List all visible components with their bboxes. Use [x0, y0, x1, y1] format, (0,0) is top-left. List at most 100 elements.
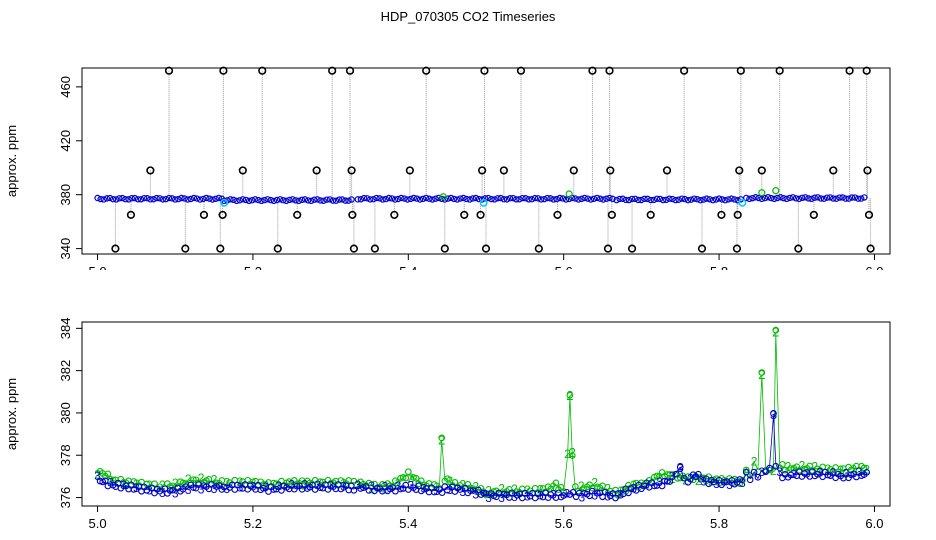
- outlier-point: [732, 244, 742, 253]
- baseline-point: [419, 195, 427, 203]
- baseline-point: [786, 194, 793, 202]
- outlier-point: [516, 66, 526, 75]
- baseline-point: [631, 195, 639, 203]
- outlier-point: [422, 66, 431, 75]
- baseline-point: [206, 195, 213, 202]
- baseline-point: [613, 196, 620, 204]
- outlier-point: [345, 66, 355, 75]
- series-blue-point: [438, 489, 446, 496]
- baseline-point: [385, 194, 393, 202]
- baseline-point: [323, 196, 330, 203]
- baseline-point: [292, 197, 299, 204]
- baseline-point: [357, 196, 365, 203]
- baseline-point: [780, 194, 787, 202]
- baseline-point: [360, 194, 368, 202]
- baseline-point: [264, 196, 271, 203]
- outlier-point: [164, 66, 174, 75]
- baseline-point: [165, 194, 173, 202]
- baseline-point: [432, 195, 439, 202]
- baseline-point: [172, 196, 179, 203]
- outlier-point: [862, 66, 871, 75]
- baseline-point: [606, 194, 613, 202]
- series-green-point: [674, 474, 681, 482]
- baseline-point: [572, 195, 579, 202]
- baseline-point: [184, 196, 191, 203]
- series-blue-marker: 3: [172, 486, 179, 500]
- series-green-point: [758, 369, 766, 376]
- series-blue-point: [324, 486, 332, 493]
- outlier-point: [863, 166, 872, 175]
- baseline-point: [861, 194, 868, 201]
- outlier-point: [480, 66, 489, 75]
- outlier-point: [534, 244, 543, 253]
- baseline-point: [547, 195, 554, 202]
- series-blue-marker: 3: [314, 478, 321, 492]
- series-blue-marker: 3: [656, 475, 663, 489]
- series-blue-marker: 3: [856, 465, 863, 479]
- baseline-point: [190, 194, 198, 202]
- x-tick-label: 5.6: [555, 264, 573, 270]
- series-green-marker: 2: [159, 478, 166, 492]
- baseline-point: [196, 196, 204, 203]
- series-blue-point: [762, 468, 770, 476]
- green-point: [772, 187, 780, 195]
- baseline-point: [503, 196, 511, 203]
- series-green-marker: 2: [604, 482, 611, 496]
- outlier-point: [864, 210, 874, 220]
- series-green-marker: 2: [656, 471, 663, 485]
- outlier-point: [733, 210, 742, 220]
- baseline-point: [703, 195, 710, 202]
- baseline-point: [625, 196, 633, 204]
- baseline-point: [694, 195, 701, 203]
- baseline-point: [422, 194, 430, 202]
- series-blue-marker: 3: [472, 487, 479, 501]
- baseline-point: [236, 197, 243, 204]
- x-tick-label: 5.4: [399, 264, 417, 270]
- series-green-marker: 2: [751, 454, 758, 468]
- baseline-point: [731, 196, 738, 203]
- baseline-point: [106, 194, 114, 202]
- series-blue-marker: 3: [776, 465, 783, 479]
- y-tick-label: 420: [58, 130, 73, 152]
- green-point: [565, 190, 573, 198]
- outlier-point: [111, 244, 120, 253]
- series-blue-marker: 3: [758, 465, 765, 479]
- baseline-point: [258, 197, 265, 205]
- series-blue-point: [166, 487, 174, 494]
- baseline-point: [178, 194, 185, 202]
- baseline-point: [706, 196, 713, 203]
- baseline-point: [767, 194, 775, 202]
- baseline-point: [181, 195, 188, 202]
- baseline-point: [379, 196, 386, 203]
- baseline-point: [295, 197, 302, 205]
- baseline-point: [307, 197, 315, 205]
- baseline-point: [581, 194, 588, 202]
- peak-marker: 2: [566, 388, 573, 403]
- baseline-point: [304, 197, 312, 204]
- series-blue-marker: 3: [726, 478, 733, 492]
- series-blue-point: [357, 485, 364, 492]
- baseline-point: [783, 195, 790, 203]
- baseline-point: [808, 195, 815, 203]
- outlier-point: [606, 166, 615, 175]
- series-green-marker: 2: [263, 479, 270, 493]
- series-green-marker: 2: [94, 468, 101, 482]
- baseline-point: [684, 196, 692, 204]
- baseline-point: [513, 196, 520, 203]
- baseline-point: [345, 197, 352, 204]
- outlier-point: [476, 210, 485, 220]
- series-green-marker: 2: [185, 472, 192, 486]
- series-green-point: [819, 463, 827, 471]
- series-green-point: [552, 479, 560, 487]
- series-blue-point: [684, 478, 692, 486]
- series-blue-marker: 3: [550, 488, 557, 502]
- top-panel-chart: 5.0 5.2 5.4 5.6 5.8 6.0 340 380 420 460 approx. pp…: [4, 66, 891, 270]
- cyan-point: [220, 198, 229, 207]
- baseline-point: [416, 196, 424, 203]
- series-blue-marker: 3: [459, 485, 466, 499]
- series-blue-marker: 3: [198, 482, 205, 496]
- baseline-point: [559, 195, 567, 202]
- baseline-point: [413, 195, 421, 202]
- baseline-point: [248, 196, 256, 204]
- baseline-point: [460, 194, 467, 202]
